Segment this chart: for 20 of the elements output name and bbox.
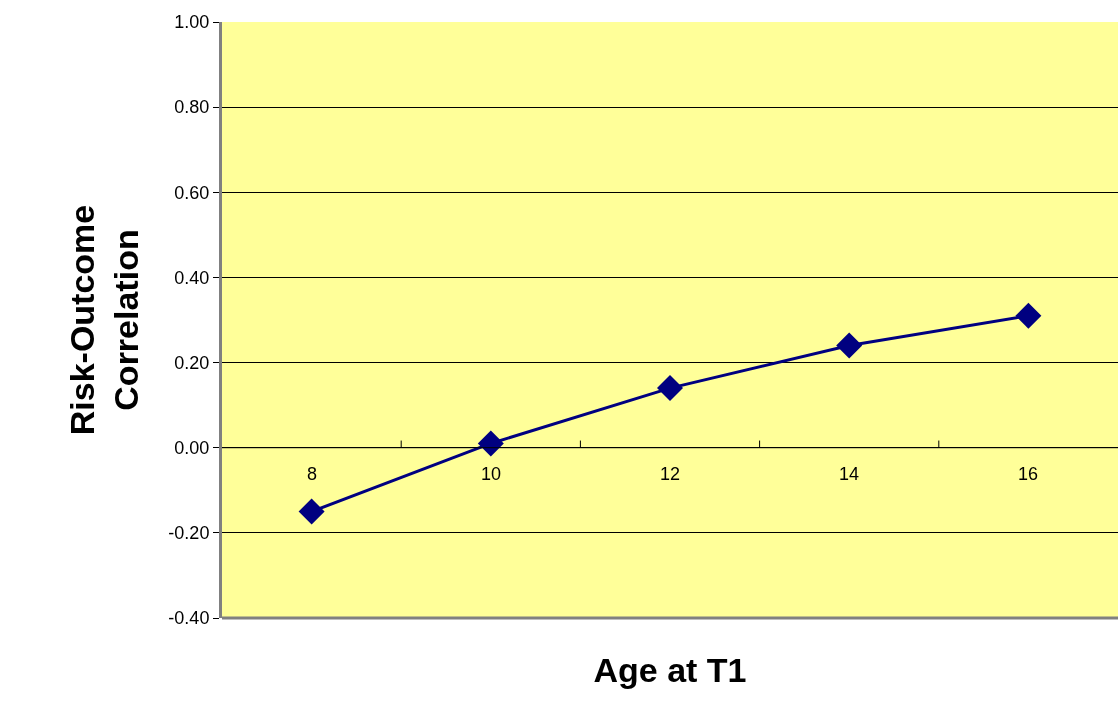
y-tick-label: 0.00 xyxy=(174,438,210,459)
y-tick-label: 0.80 xyxy=(174,97,210,118)
point xyxy=(477,430,504,457)
y-tick-label: 0.60 xyxy=(174,182,210,203)
y-tick-label: 0.20 xyxy=(174,352,210,373)
point xyxy=(298,498,325,525)
point xyxy=(836,332,863,359)
y-tick-label: -0.40 xyxy=(168,608,210,629)
y-axis-title: Risk-Outcome Correlation xyxy=(62,204,145,436)
x-tick-label: 8 xyxy=(307,464,318,484)
y-tick-label: -0.20 xyxy=(168,523,210,544)
y-tick-label: 0.40 xyxy=(174,267,210,288)
y-tick-label: 1.00 xyxy=(174,12,210,33)
x-tick-label: 16 xyxy=(1018,464,1039,484)
point xyxy=(1015,302,1042,329)
point xyxy=(657,375,683,402)
x-tick-label: 12 xyxy=(660,464,681,484)
x-tick-label: 10 xyxy=(481,464,502,484)
x-axis-title: Age at T1 xyxy=(593,651,747,690)
x-tick-label: 14 xyxy=(839,464,860,484)
